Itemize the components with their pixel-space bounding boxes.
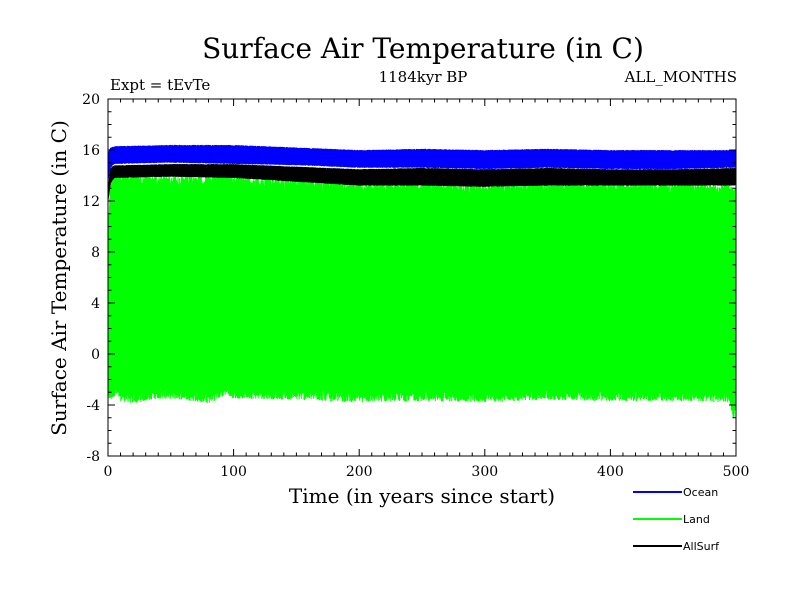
x-tick-label: 0 (104, 464, 113, 480)
months-label: ALL_MONTHS (624, 68, 737, 86)
legend-label: Land (683, 513, 710, 526)
y-tick-label: 16 (82, 143, 100, 159)
y-tick-label: -4 (86, 398, 100, 414)
series-line-allsurf (107, 164, 737, 201)
series-land (107, 168, 737, 418)
series-ocean (107, 144, 737, 181)
legend-label: Ocean (683, 486, 718, 499)
chart-title: Surface Air Temperature (in C) (202, 32, 644, 65)
tick-labels: 0 100 200 300 400 500 -8 -4 0 4 8 12 16 20 (82, 92, 749, 480)
y-axis-label: Surface Air Temperature (in C) (47, 120, 71, 436)
x-tick-label: 100 (220, 464, 247, 480)
x-tick-label: 200 (346, 464, 373, 480)
period-label: 1184kyr BP (379, 68, 468, 86)
plot-area (107, 144, 737, 418)
y-tick-label: 8 (91, 245, 100, 261)
y-tick-label: 20 (82, 92, 100, 108)
y-tick-label: 4 (91, 296, 100, 312)
legend: Ocean Land AllSurf (633, 486, 720, 553)
x-tick-label: 500 (723, 464, 750, 480)
experiment-label: Expt = tEvTe (110, 76, 210, 94)
series-line-land (107, 168, 737, 418)
x-axis-label: Time (in years since start) (289, 484, 555, 508)
legend-item-ocean: Ocean (633, 486, 718, 499)
series-line-ocean (107, 144, 737, 181)
legend-item-land: Land (633, 513, 710, 526)
y-tick-label: 12 (82, 194, 100, 210)
series-allsurf (107, 164, 737, 201)
legend-label: AllSurf (683, 540, 720, 553)
x-tick-label: 300 (471, 464, 498, 480)
legend-item-allsurf: AllSurf (633, 540, 720, 553)
y-tick-label: -8 (86, 449, 100, 465)
y-tick-label: 0 (91, 347, 100, 363)
plot-frame (107, 98, 737, 457)
x-tick-label: 400 (597, 464, 624, 480)
